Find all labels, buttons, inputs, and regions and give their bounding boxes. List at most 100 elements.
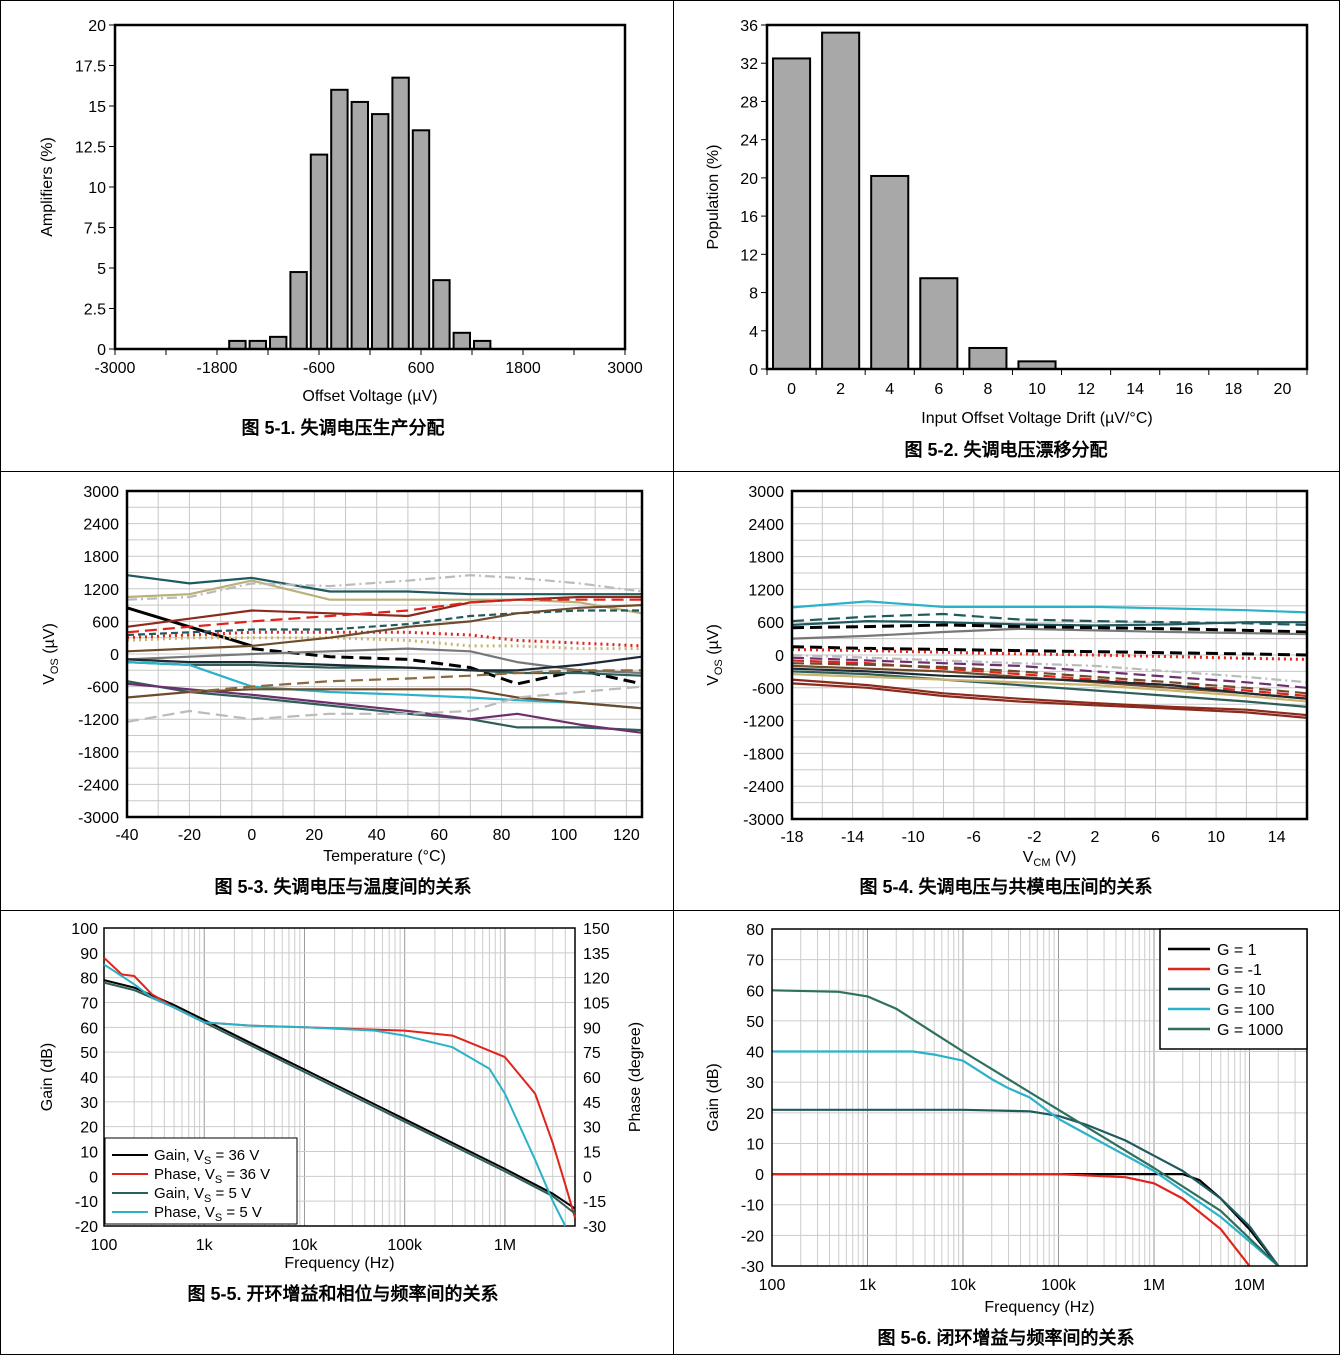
y-tick-label: 10 <box>88 180 106 197</box>
data-series-line <box>126 574 642 596</box>
y-tick-label: 20 <box>746 1106 764 1123</box>
y-tick-label: 600 <box>757 615 784 632</box>
chart-fig-5-1: 0 2.5 5 7.5 10 12.5 15 17.5 20 -3000 -1800 -600 600 1… <box>39 18 643 405</box>
y-tick-label: 20 <box>740 171 758 188</box>
x-tick-label: 10 <box>1207 829 1225 846</box>
x-tick-label: -2 <box>1027 829 1041 846</box>
x-tick-label: 20 <box>305 827 323 844</box>
chart-fig-5-6: -30 -20 -10 0 10 20 30 40 50 60 70 80 100 1k 10k 100k 1M… <box>705 922 1308 1316</box>
y-tick-label: 50 <box>746 1014 764 1031</box>
x-tick-label: 100 <box>551 827 578 844</box>
data-series-line <box>126 630 643 648</box>
caption-fig-5-2: 图 5-2. 失调电压漂移分配 <box>904 439 1107 460</box>
y-tick-label: -2400 <box>743 779 784 796</box>
x-tick-label: 1M <box>1143 1277 1165 1294</box>
caption-fig-5-4: 图 5-4. 失调电压与共模电压间的关系 <box>859 876 1152 897</box>
y-tick-label: 0 <box>89 1169 98 1186</box>
y-tick-label: 12.5 <box>75 140 106 157</box>
y-tick-label: 70 <box>746 953 764 970</box>
y-tick-label: 4 <box>749 324 758 341</box>
x-tick-label: -600 <box>303 360 335 377</box>
x-tick-label: 120 <box>613 827 640 844</box>
legend-label: Gain, VS = 5 V <box>154 1185 251 1205</box>
x-tick-label: 10M <box>1234 1277 1265 1294</box>
y2-tick-label: 0 <box>583 1169 592 1186</box>
legend-label: Phase, VS = 36 V <box>154 1166 270 1186</box>
y-axis-title: Population (%) <box>705 145 722 250</box>
legend-label: Phase, VS = 5 V <box>154 1204 262 1224</box>
plot-frame <box>765 23 1309 371</box>
caption-fig-5-5: 图 5-5. 开环增益和相位与频率间的关系 <box>187 1283 498 1304</box>
x-tick-label: 80 <box>493 827 511 844</box>
data-series-line <box>791 645 1308 657</box>
data-series-line <box>772 1108 1280 1266</box>
y-tick-label: 12 <box>740 247 758 264</box>
y2-tick-label: 45 <box>583 1095 601 1112</box>
x-tick-label: 1k <box>196 1237 214 1254</box>
data-series-line <box>126 609 642 637</box>
data-series-line <box>791 667 1308 700</box>
y-tick-label: 15 <box>88 99 106 116</box>
histogram-bar <box>330 88 349 351</box>
legend-label: G = -1 <box>1217 962 1262 979</box>
data-series-line <box>126 598 642 634</box>
legend-label: G = 1000 <box>1217 1022 1283 1039</box>
histogram-bar <box>919 277 959 371</box>
x-tick-label: 1M <box>494 1237 516 1254</box>
x-tick-label: 18 <box>1224 381 1242 398</box>
y-tick-label: -600 <box>87 680 119 697</box>
y-tick-label: 1200 <box>748 582 784 599</box>
histogram-bar <box>432 279 451 350</box>
data-series-line <box>126 685 643 723</box>
x-tick-label: 1k <box>859 1277 877 1294</box>
y-tick-label: 0 <box>97 342 106 359</box>
data-series-line <box>126 655 643 672</box>
y-tick-label: -600 <box>752 681 784 698</box>
y-tick-label: -20 <box>741 1228 764 1245</box>
y-axis-title: VOS (µV) <box>41 623 61 685</box>
y-tick-label: 8 <box>749 286 758 303</box>
y-tick-label: 0 <box>110 647 119 664</box>
y-tick-label: 40 <box>746 1045 764 1062</box>
y-tick-label: -10 <box>75 1194 98 1211</box>
data-series-line <box>791 682 1308 719</box>
x-tick-label: 14 <box>1126 381 1144 398</box>
plot-frame <box>103 927 576 1227</box>
x-tick-label: -20 <box>178 827 201 844</box>
y-tick-label: -10 <box>741 1198 764 1215</box>
y-tick-label: 5 <box>97 261 106 278</box>
y-tick-label: 20 <box>80 1120 98 1137</box>
y2-axis-title: Phase (degree) <box>627 1022 644 1132</box>
x-tick-label: 2 <box>1090 829 1099 846</box>
data-series-line <box>772 1172 1280 1266</box>
data-series-line <box>791 656 1308 689</box>
x-axis-title: Offset Voltage (µV) <box>302 388 437 405</box>
histogram-bar <box>968 346 1008 371</box>
histogram-bar <box>821 31 861 371</box>
plot-frame <box>771 928 1308 1267</box>
y-tick-label: 0 <box>749 362 758 379</box>
y2-tick-label: 150 <box>583 921 610 938</box>
data-series-line <box>791 659 1308 698</box>
data-series-line <box>126 680 643 732</box>
y-tick-label: 17.5 <box>75 59 106 76</box>
y-tick-label: 20 <box>88 18 106 35</box>
chart-fig-5-3: -3000-2400-1800-1200-6000600120018002400… <box>41 484 644 865</box>
x-tick-label: -6 <box>967 829 981 846</box>
y-axis-title: Gain (dB) <box>705 1063 722 1131</box>
y-tick-label: -30 <box>741 1259 764 1276</box>
y-tick-label: 70 <box>80 996 98 1013</box>
histogram-bar <box>772 57 812 370</box>
x-tick-label: 600 <box>408 360 435 377</box>
y-tick-label: -3000 <box>78 810 119 827</box>
data-series-line <box>791 627 1308 640</box>
x-tick-label: 100k <box>387 1237 423 1254</box>
y-tick-label: 36 <box>740 18 758 35</box>
x-tick-label: 2 <box>836 381 845 398</box>
legend: G = 1 G = -1 G = 10 G = 100 G = 1000 <box>1159 928 1308 1050</box>
y-tick-label: 100 <box>71 921 98 938</box>
x-tick-label: 10k <box>292 1237 319 1254</box>
data-series-line <box>791 600 1308 614</box>
